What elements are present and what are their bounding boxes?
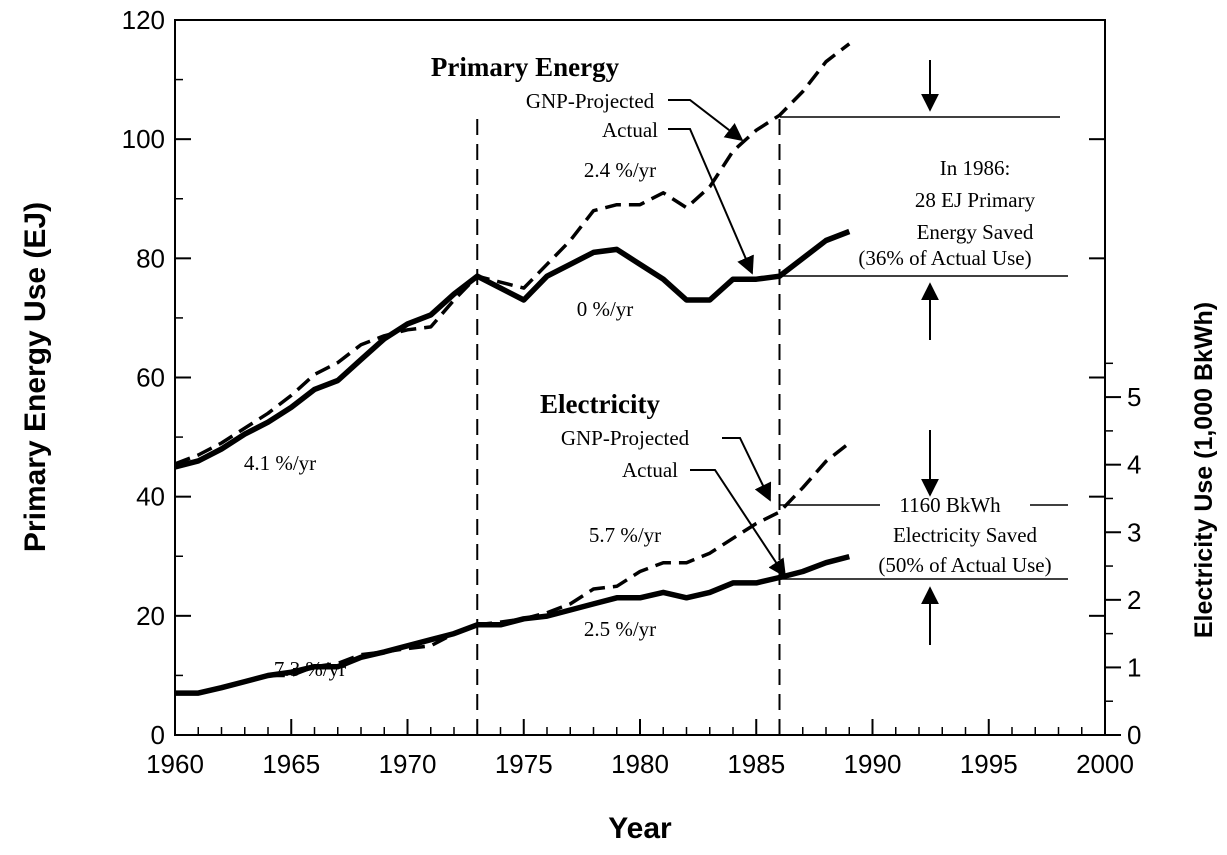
annotation: Primary Energy xyxy=(431,52,620,82)
y-tick-label: 40 xyxy=(136,482,165,512)
series-label: GNP-Projected xyxy=(526,89,655,113)
x-tick-label: 1980 xyxy=(611,749,669,779)
y2-tick-label: 4 xyxy=(1127,450,1141,480)
x-tick-label: 1995 xyxy=(960,749,1018,779)
callouts xyxy=(668,60,1068,645)
y-tick-label: 100 xyxy=(122,124,165,154)
y-tick-label: 0 xyxy=(151,720,165,750)
series-line xyxy=(175,441,851,695)
annotation: 28 EJ Primary xyxy=(915,188,1036,212)
annotation: 0 %/yr xyxy=(577,297,634,321)
series-line xyxy=(174,42,851,466)
y2-tick-label: 5 xyxy=(1127,382,1141,412)
annotation: Energy Saved xyxy=(917,220,1034,244)
annotation: 2.4 %/yr xyxy=(584,158,656,182)
y2-tick-label: 3 xyxy=(1127,517,1141,547)
annotation: 5.7 %/yr xyxy=(589,523,661,547)
x-axis-label: Year xyxy=(608,812,672,845)
y-tick-label: 20 xyxy=(136,601,165,631)
annotation: 2.5 %/yr xyxy=(584,617,656,641)
series-label: Actual xyxy=(602,118,658,142)
y2-axis-label: Electricity Use (1,000 BkWh) xyxy=(1190,302,1218,638)
annotation: (50% of Actual Use) xyxy=(878,553,1051,577)
x-tick-label: 1970 xyxy=(379,749,437,779)
annotation: Electricity Saved xyxy=(893,523,1038,547)
x-tick-label: 1990 xyxy=(844,749,902,779)
annotation: 4.1 %/yr xyxy=(244,451,316,475)
y-axis-label: Primary Energy Use (EJ) xyxy=(19,202,52,552)
annotation: 1160 BkWh xyxy=(899,493,1001,517)
annotation: 7.3 %/yr xyxy=(274,657,346,681)
x-tick-label: 1985 xyxy=(727,749,785,779)
x-tick-label: 1960 xyxy=(146,749,204,779)
y-tick-label: 80 xyxy=(136,243,165,273)
x-tick-label: 1975 xyxy=(495,749,553,779)
x-tick-label: 2000 xyxy=(1076,749,1134,779)
y-tick-label: 60 xyxy=(136,363,165,393)
annotation: Electricity xyxy=(540,389,660,419)
y2-tick-label: 2 xyxy=(1127,585,1141,615)
series-label: GNP-Projected xyxy=(561,426,690,450)
y2-tick-label: 0 xyxy=(1127,720,1141,750)
y2-tick-label: 1 xyxy=(1127,652,1141,682)
annotation: In 1986: xyxy=(940,156,1011,180)
y-tick-label: 120 xyxy=(122,5,165,35)
series-line xyxy=(174,228,851,470)
x-tick-label: 1965 xyxy=(262,749,320,779)
annotation: (36% of Actual Use) xyxy=(858,246,1031,270)
series-label: Actual xyxy=(622,458,678,482)
